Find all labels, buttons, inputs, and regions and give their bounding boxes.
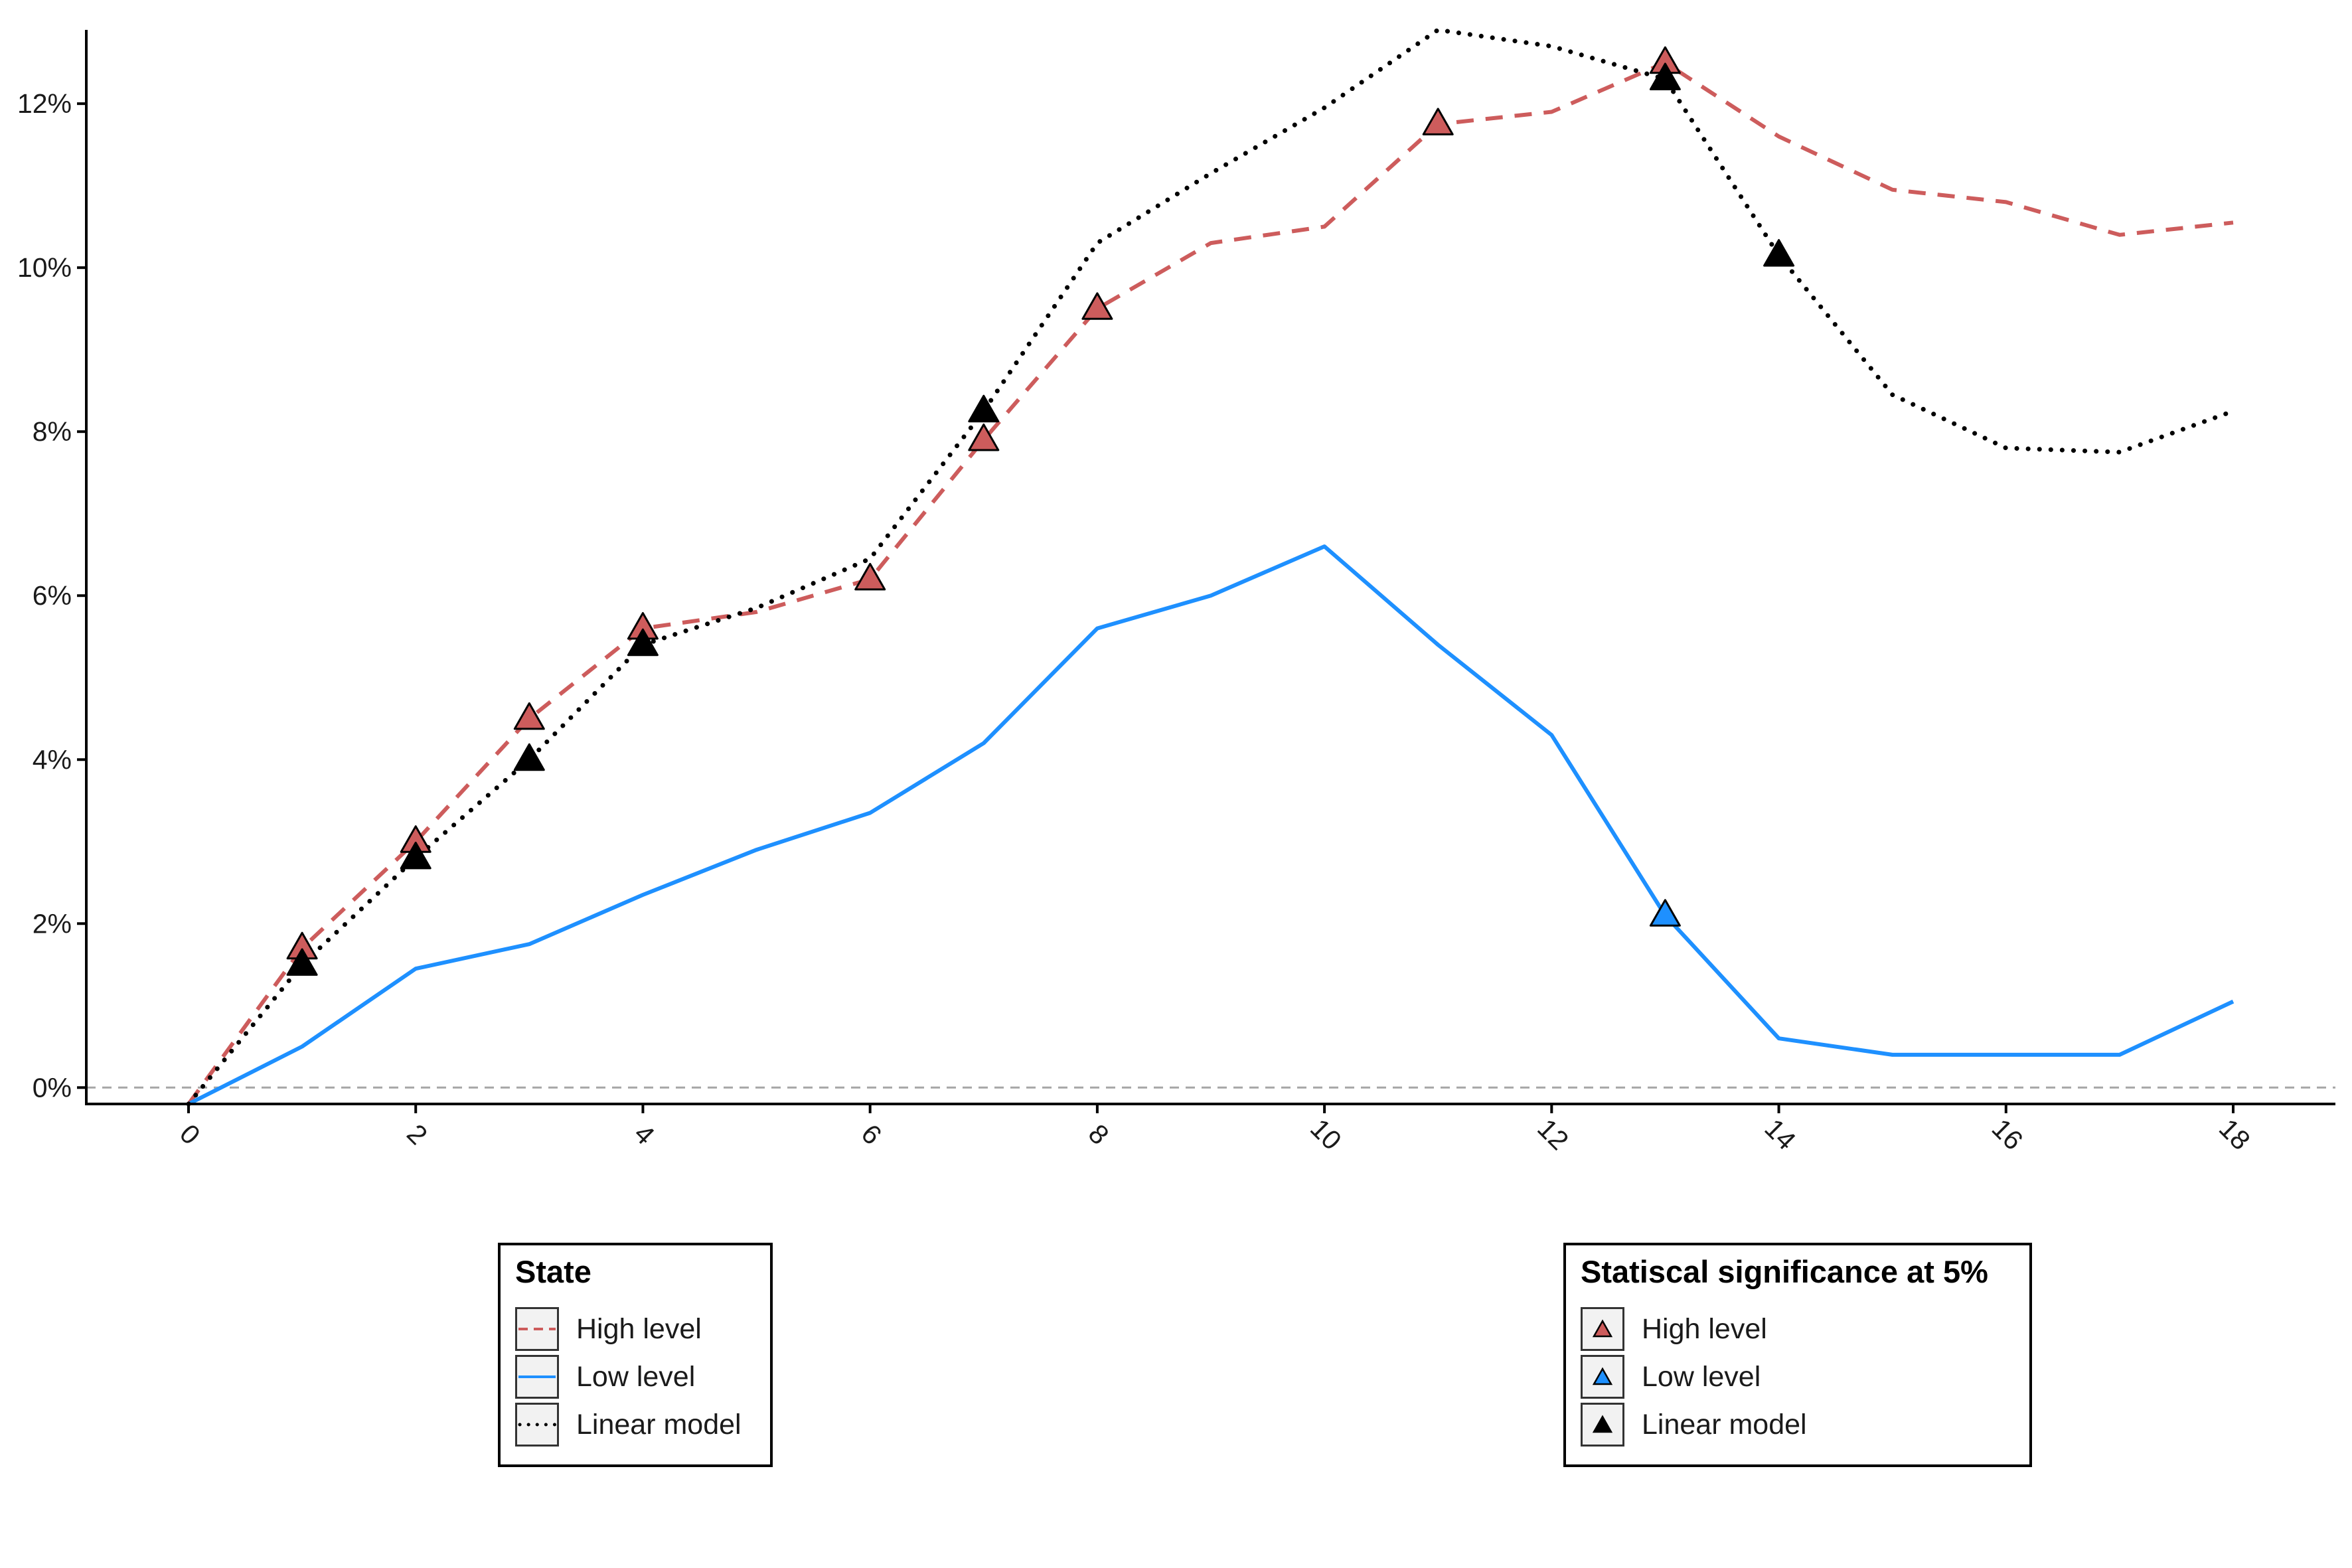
- legend-label: Linear model: [1642, 1408, 1807, 1441]
- significance-marker-linear-model: [627, 628, 659, 657]
- legend-key-triangle-icon: [1581, 1355, 1624, 1399]
- legend-label: Low level: [1642, 1360, 1761, 1393]
- state-legend-item-high: High level: [515, 1305, 702, 1353]
- significance-marker-linear-model: [1763, 239, 1795, 267]
- significance-marker-low-level: [1649, 899, 1681, 927]
- significance-marker-high-level: [1422, 108, 1454, 135]
- significance-legend-item-linear: Linear model: [1581, 1401, 1807, 1449]
- series-lines: [186, 27, 2236, 1107]
- significance-marker-high-level: [1081, 292, 1113, 320]
- x-tick-label: 14: [1759, 1113, 1802, 1156]
- significance-marker-linear-model: [968, 394, 1000, 423]
- x-tick-label: 0: [174, 1118, 206, 1150]
- legend-key-dotted-line: [515, 1403, 559, 1447]
- y-tick-label: 8%: [33, 416, 72, 447]
- x-tick-label: 16: [1986, 1113, 2029, 1156]
- y-axis-ticks: 0% 2% 4% 6% 8% 10% 12%: [17, 88, 86, 1103]
- significance-marker-linear-model: [286, 948, 318, 976]
- series-line-high-level: [187, 60, 2234, 1105]
- y-tick-label: 0%: [33, 1072, 72, 1103]
- x-tick-label: 10: [1304, 1113, 1348, 1156]
- significance-marker-linear-model: [513, 743, 545, 771]
- legend-label: High level: [576, 1312, 702, 1345]
- x-tick-label: 6: [856, 1118, 888, 1150]
- legend-label: High level: [1642, 1312, 1767, 1345]
- significance-marker-high-level: [968, 424, 1000, 451]
- legend-key-triangle-icon: [1581, 1403, 1624, 1447]
- series-line-low-level: [187, 544, 2234, 1106]
- axes: [85, 30, 2335, 1105]
- significance-marker-linear-model: [400, 841, 431, 870]
- state-legend-title: State: [515, 1254, 591, 1289]
- state-legend-item-low: Low level: [515, 1353, 695, 1401]
- y-tick-label: 12%: [17, 88, 72, 119]
- significance-marker-high-level: [854, 562, 886, 591]
- x-tick-label: 18: [2213, 1113, 2256, 1156]
- significance-legend-item-high: High level: [1581, 1305, 1767, 1353]
- legend-label: Linear model: [576, 1408, 742, 1441]
- significance-legend-title: Statiscal significance at 5%: [1581, 1254, 1988, 1289]
- legend-key-dashed-line: [515, 1307, 559, 1351]
- y-tick-label: 10%: [17, 252, 72, 283]
- x-axis-ticks: 0 2 4 6 8 10 12 14 16 18: [174, 1104, 2256, 1156]
- significance-markers: [286, 46, 1795, 976]
- significance-marker-high-level: [513, 702, 545, 730]
- state-legend: State High level Low level Linear model: [498, 1243, 773, 1467]
- x-tick-label: 4: [628, 1118, 661, 1150]
- y-tick-label: 2%: [33, 908, 72, 939]
- legend-key-triangle-icon: [1581, 1307, 1624, 1351]
- significance-legend: Statiscal significance at 5% High level …: [1563, 1243, 2032, 1467]
- x-tick-label: 8: [1083, 1118, 1115, 1150]
- y-tick-label: 4%: [33, 744, 72, 775]
- significance-legend-item-low: Low level: [1581, 1353, 1761, 1401]
- state-legend-item-linear: Linear model: [515, 1401, 742, 1449]
- x-tick-label: 2: [401, 1118, 433, 1150]
- y-tick-label: 6%: [33, 580, 72, 611]
- x-tick-label: 12: [1531, 1113, 1575, 1156]
- legend-key-solid-line: [515, 1355, 559, 1399]
- significance-marker-linear-model: [1649, 62, 1681, 90]
- legend-label: Low level: [576, 1360, 696, 1393]
- series-line-linear-model: [186, 27, 2236, 1107]
